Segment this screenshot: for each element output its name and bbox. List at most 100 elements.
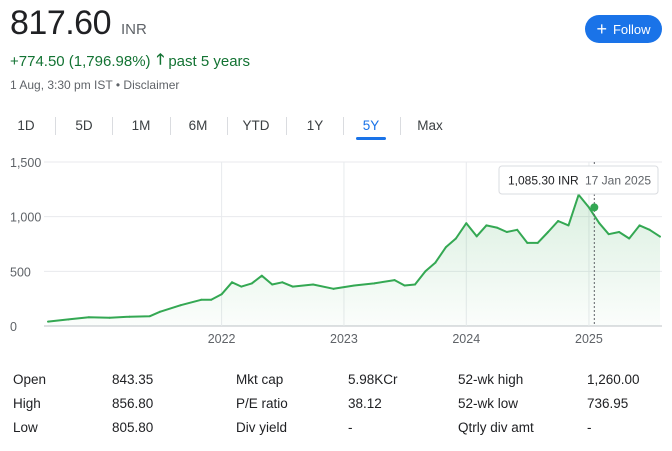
data-point (353, 284, 356, 287)
current-price: 817.60 (10, 4, 112, 42)
stat-label-52wk-high: 52-wk high (458, 372, 524, 387)
tab-1y[interactable]: 1Y (306, 117, 324, 133)
data-point (373, 282, 376, 285)
stat-label-pe-ratio: P/E ratio (236, 396, 288, 411)
stat-value-52wk-high: 1,260.00 (587, 372, 640, 387)
y-tick-label: 500 (10, 265, 31, 279)
tab-ytd[interactable]: YTD (242, 117, 270, 133)
data-point (607, 233, 610, 236)
tab-divider (55, 117, 56, 135)
data-point (210, 298, 213, 301)
data-point (108, 316, 111, 319)
x-tick-label: 2023 (330, 332, 358, 346)
stat-label-open: Open (13, 372, 47, 387)
stat-label-high: High (13, 396, 41, 411)
stat-value-low: 805.80 (112, 420, 154, 435)
data-point (200, 298, 203, 301)
meta-separator: • (115, 78, 124, 92)
change-amount: +774.50 (1,796.98%) (10, 53, 151, 70)
data-point (557, 220, 560, 223)
data-point (587, 206, 590, 209)
plus-icon: + (596, 19, 607, 39)
data-point (444, 246, 447, 249)
stat-value-qtrly-div: - (587, 420, 592, 435)
data-point (128, 315, 131, 318)
data-point (648, 228, 651, 231)
data-point (332, 287, 335, 290)
tab-divider (112, 117, 113, 135)
stat-label-mkt-cap: Mkt cap (236, 372, 284, 387)
data-point (87, 316, 90, 319)
data-point (271, 283, 274, 286)
data-point (465, 222, 468, 225)
stat-value-div-yield: - (348, 420, 353, 435)
price-header: 817.60 INR (10, 4, 147, 43)
stat-label-low: Low (13, 420, 38, 435)
data-point (231, 281, 234, 284)
data-point (67, 318, 70, 321)
x-tick-label: 2024 (452, 332, 480, 346)
data-point (618, 230, 621, 233)
data-point (598, 222, 601, 225)
data-point (424, 270, 427, 273)
tab-divider (400, 117, 401, 135)
hover-dot (590, 203, 599, 212)
follow-label: Follow (612, 21, 651, 37)
tab-max[interactable]: Max (417, 117, 443, 133)
data-point (638, 224, 641, 227)
stat-label-52wk-low: 52-wk low (458, 396, 519, 411)
tooltip-date: 17 Jan 2025 (585, 174, 651, 188)
tab-1d[interactable]: 1D (17, 117, 35, 133)
disclaimer-link[interactable]: Disclaimer (123, 78, 180, 92)
data-point (485, 224, 488, 227)
tab-5d[interactable]: 5D (75, 117, 93, 133)
data-point (526, 241, 529, 244)
data-point (250, 282, 253, 285)
tab-6m[interactable]: 6M (188, 117, 208, 133)
tab-1m[interactable]: 1M (131, 117, 151, 133)
data-point (240, 285, 243, 288)
data-point (475, 235, 478, 238)
tab-divider (227, 117, 228, 135)
data-point (454, 237, 457, 240)
arrow-up-icon: 🡑 (156, 51, 165, 68)
data-point (393, 279, 396, 282)
stat-label-qtrly-div: Qtrly div amt (458, 420, 534, 435)
data-point (434, 261, 437, 264)
stat-label-div-yield: Div yield (236, 420, 288, 435)
data-point (547, 230, 550, 233)
x-tick-label: 2025 (575, 332, 603, 346)
stat-value-pe-ratio: 38.12 (348, 396, 382, 411)
y-tick-label: 0 (10, 320, 17, 334)
stat-value-open: 843.35 (112, 372, 154, 387)
data-point (628, 237, 631, 240)
data-point (148, 315, 151, 318)
data-point (413, 283, 416, 286)
tab-5y[interactable]: 5Y (354, 112, 388, 140)
data-point (516, 228, 519, 231)
stat-value-52wk-low: 736.95 (587, 396, 629, 411)
quote-meta: 1 Aug, 3:30 pm IST • Disclaimer (10, 78, 179, 92)
follow-button[interactable]: + Follow (585, 15, 662, 43)
data-point (260, 274, 263, 277)
data-point (281, 281, 284, 284)
data-point (291, 285, 294, 288)
tab-divider (343, 117, 344, 135)
data-point (47, 320, 49, 323)
y-tick-label: 1,500 (10, 156, 41, 170)
y-tick-label: 1,000 (10, 211, 41, 225)
data-point (158, 310, 161, 313)
data-point (312, 283, 315, 286)
data-point (536, 241, 539, 244)
data-point (505, 230, 508, 233)
tab-divider (170, 117, 171, 135)
data-point (179, 304, 182, 307)
data-point (495, 226, 498, 229)
timestamp: 1 Aug, 3:30 pm IST (10, 78, 113, 92)
area-fill (48, 194, 660, 326)
price-chart[interactable]: 1,500 1,000 500 0 2022 2023 2024 2025 1,085.30 I… (0, 150, 672, 350)
stat-value-high: 856.80 (112, 396, 154, 411)
change-period: past 5 years (168, 53, 251, 70)
tab-divider (286, 117, 287, 135)
currency-code: INR (121, 21, 147, 38)
